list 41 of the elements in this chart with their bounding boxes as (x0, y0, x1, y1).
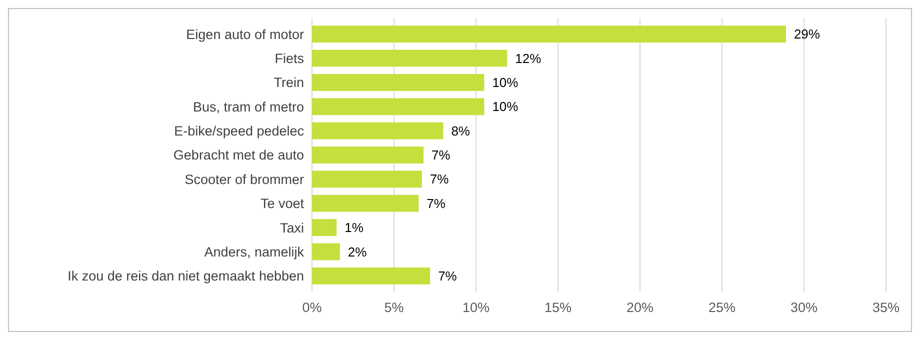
bar (312, 122, 444, 140)
x-tick-label: 0% (302, 300, 322, 315)
data-label: 7% (438, 268, 458, 284)
x-tick-label: 15% (544, 300, 572, 315)
y-tick-label: Ik zou de reis dan niet gemaakt hebben (68, 268, 304, 284)
data-label: 10% (492, 75, 519, 90)
x-tick-label: 30% (790, 300, 818, 315)
y-tick-label: Eigen auto of motor (186, 26, 304, 42)
x-tick-label: 20% (626, 300, 654, 315)
bar (312, 219, 337, 236)
bar (312, 74, 484, 91)
y-tick-label: Fiets (274, 51, 304, 66)
y-tick-label: Te voet (260, 196, 304, 212)
data-label: 7% (432, 148, 451, 163)
bar (312, 50, 508, 67)
data-label: 7% (426, 196, 446, 211)
bar (312, 267, 430, 284)
data-label: 2% (348, 244, 368, 260)
x-tick-label: 5% (384, 300, 404, 315)
data-label: 7% (430, 172, 450, 187)
y-tick-label: Gebracht met de auto (173, 148, 304, 163)
x-tick-label: 35% (872, 300, 900, 315)
x-tick-label: 10% (462, 300, 490, 315)
bar (312, 146, 424, 164)
bar (312, 170, 422, 188)
data-label: 1% (344, 220, 364, 236)
data-label: 29% (794, 26, 820, 42)
y-tick-label: Trein (274, 75, 304, 90)
y-tick-label: E-bike/speed pedelec (174, 124, 304, 139)
y-tick-label: Scooter of brommer (184, 172, 304, 187)
y-tick-label: Bus, tram of metro (192, 99, 304, 114)
bar (312, 194, 419, 212)
bar (312, 243, 340, 260)
data-label: 10% (492, 99, 519, 114)
x-tick-label: 25% (708, 300, 736, 315)
data-label: 12% (515, 50, 542, 66)
y-tick-label: Taxi (280, 220, 304, 236)
bar (312, 26, 786, 43)
y-tick-label: Anders, namelijk (204, 244, 304, 260)
data-label: 8% (451, 123, 470, 138)
bar (312, 98, 484, 116)
